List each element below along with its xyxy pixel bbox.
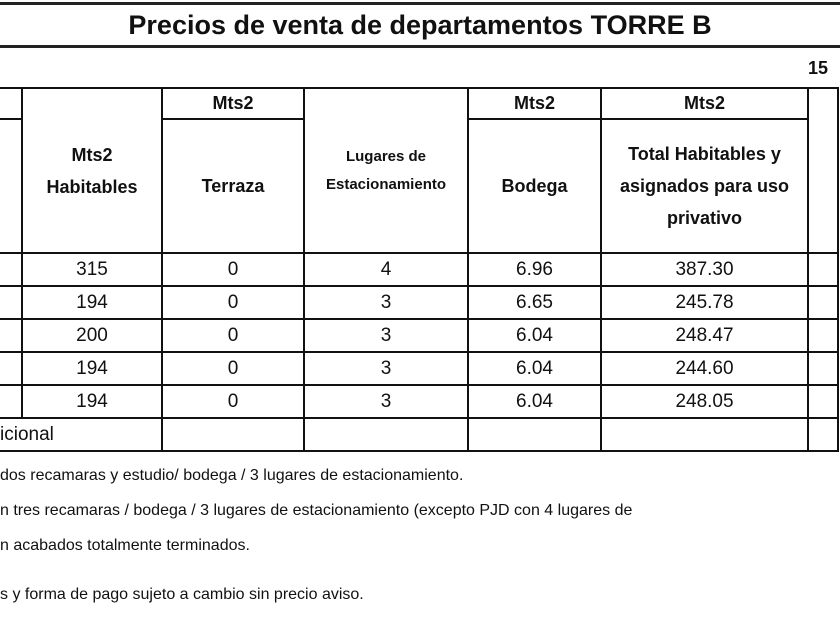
cell-terraza: 0 <box>161 384 305 419</box>
additional-label: icional <box>0 417 163 452</box>
table-row: 315 0 4 6.96 387.30 <box>0 252 839 287</box>
note-line: s y forma de pago sujeto a cambio sin pr… <box>0 586 364 603</box>
cell-estacionamiento: 3 <box>303 384 469 419</box>
notes: dos recamaras y estudio/ bodega / 3 luga… <box>0 458 840 612</box>
table-row: 194 0 3 6.04 248.05 <box>0 384 839 419</box>
header-cell-left-2 <box>0 118 23 254</box>
cell-total: 387.30 <box>600 252 809 287</box>
cell-estacionamiento: 4 <box>303 252 469 287</box>
cell-terraza: 0 <box>161 285 305 320</box>
table-row-additional: icional <box>0 417 839 452</box>
cell-bodega: 6.96 <box>467 252 602 287</box>
table-row: 200 0 3 6.04 248.47 <box>0 318 839 353</box>
page-title: Precios de venta de departamentos TORRE … <box>128 10 712 40</box>
cell-habitables: 194 <box>21 384 163 419</box>
header-total-unit: Mts2 <box>600 87 809 120</box>
table-row: 194 0 3 6.65 245.78 <box>0 285 839 320</box>
cell-estacionamiento: 3 <box>303 318 469 353</box>
cell-habitables: 200 <box>21 318 163 353</box>
table-row: 194 0 3 6.04 244.60 <box>0 351 839 386</box>
page-number: 15 <box>808 58 829 78</box>
header-cell-right <box>807 87 839 254</box>
cell-bodega: 6.65 <box>467 285 602 320</box>
cell-habitables: 194 <box>21 285 163 320</box>
header-bodega-unit: Mts2 <box>467 87 602 120</box>
cell-estacionamiento: 3 <box>303 285 469 320</box>
note-line: n tres recamaras / bodega / 3 lugares de… <box>0 502 633 519</box>
header-total: Total Habitables y asignados para uso pr… <box>600 118 809 254</box>
cell-estacionamiento: 3 <box>303 351 469 386</box>
cell-terraza: 0 <box>161 318 305 353</box>
cell-habitables: 315 <box>21 252 163 287</box>
cell-total: 244.60 <box>600 351 809 386</box>
header-estacionamiento: Lugares de Estacionamiento <box>303 87 469 254</box>
header-bodega: Bodega <box>467 118 602 254</box>
header-terraza-unit: Mts2 <box>161 87 305 120</box>
cell-total: 248.05 <box>600 384 809 419</box>
header-habitables: Mts2 Habitables <box>21 87 163 254</box>
cell-terraza: 0 <box>161 351 305 386</box>
note-line: dos recamaras y estudio/ bodega / 3 luga… <box>0 467 464 484</box>
cell-bodega: 6.04 <box>467 318 602 353</box>
note-line: n acabados totalmente terminados. <box>0 537 250 554</box>
cell-bodega: 6.04 <box>467 351 602 386</box>
additional-label-text: icional <box>0 423 54 445</box>
cell-total: 245.78 <box>600 285 809 320</box>
header-terraza: Terraza <box>161 118 305 254</box>
header-cell-left <box>0 87 23 120</box>
cell-habitables: 194 <box>21 351 163 386</box>
title-band: Precios de venta de departamentos TORRE … <box>0 2 840 48</box>
prices-table: Mts2 Habitables Mts2 Lugares de Estacion… <box>0 87 839 452</box>
cell-total: 248.47 <box>600 318 809 353</box>
cell-terraza: 0 <box>161 252 305 287</box>
cell-bodega: 6.04 <box>467 384 602 419</box>
